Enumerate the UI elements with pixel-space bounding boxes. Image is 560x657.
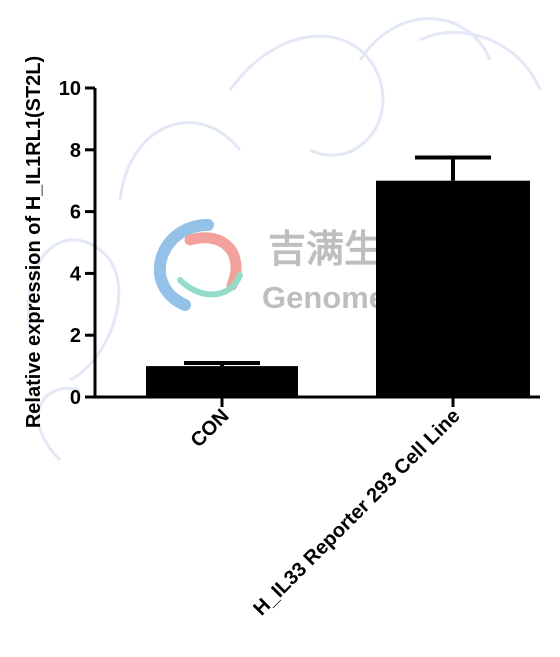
x-ticks: CON H_IL33 Reporter 293 Cell Line xyxy=(187,397,465,620)
y-tick-label: 8 xyxy=(70,140,81,162)
logo-blue-arc xyxy=(153,219,214,311)
y-tick-label: 2 xyxy=(70,325,81,347)
bars xyxy=(146,180,530,397)
y-ticks: 0 2 4 6 8 10 xyxy=(59,78,95,409)
bar xyxy=(376,180,530,397)
watermark-swirls xyxy=(27,17,542,462)
y-tick-label: 4 xyxy=(70,263,82,285)
x-tick-label: CON xyxy=(187,405,234,452)
y-tick-label: 10 xyxy=(59,78,81,100)
error-bars xyxy=(184,155,491,367)
logo-red-arc xyxy=(184,232,242,291)
y-axis-label: Relative expression of H_IL1RL1(ST2L) xyxy=(23,56,45,428)
x-tick-label: H_IL33 Reporter 293 Cell Line xyxy=(249,405,464,620)
y-tick-label: 0 xyxy=(70,387,81,409)
logo-teal-arc xyxy=(177,272,243,298)
bar xyxy=(146,366,298,397)
y-tick-label: 6 xyxy=(70,202,81,224)
